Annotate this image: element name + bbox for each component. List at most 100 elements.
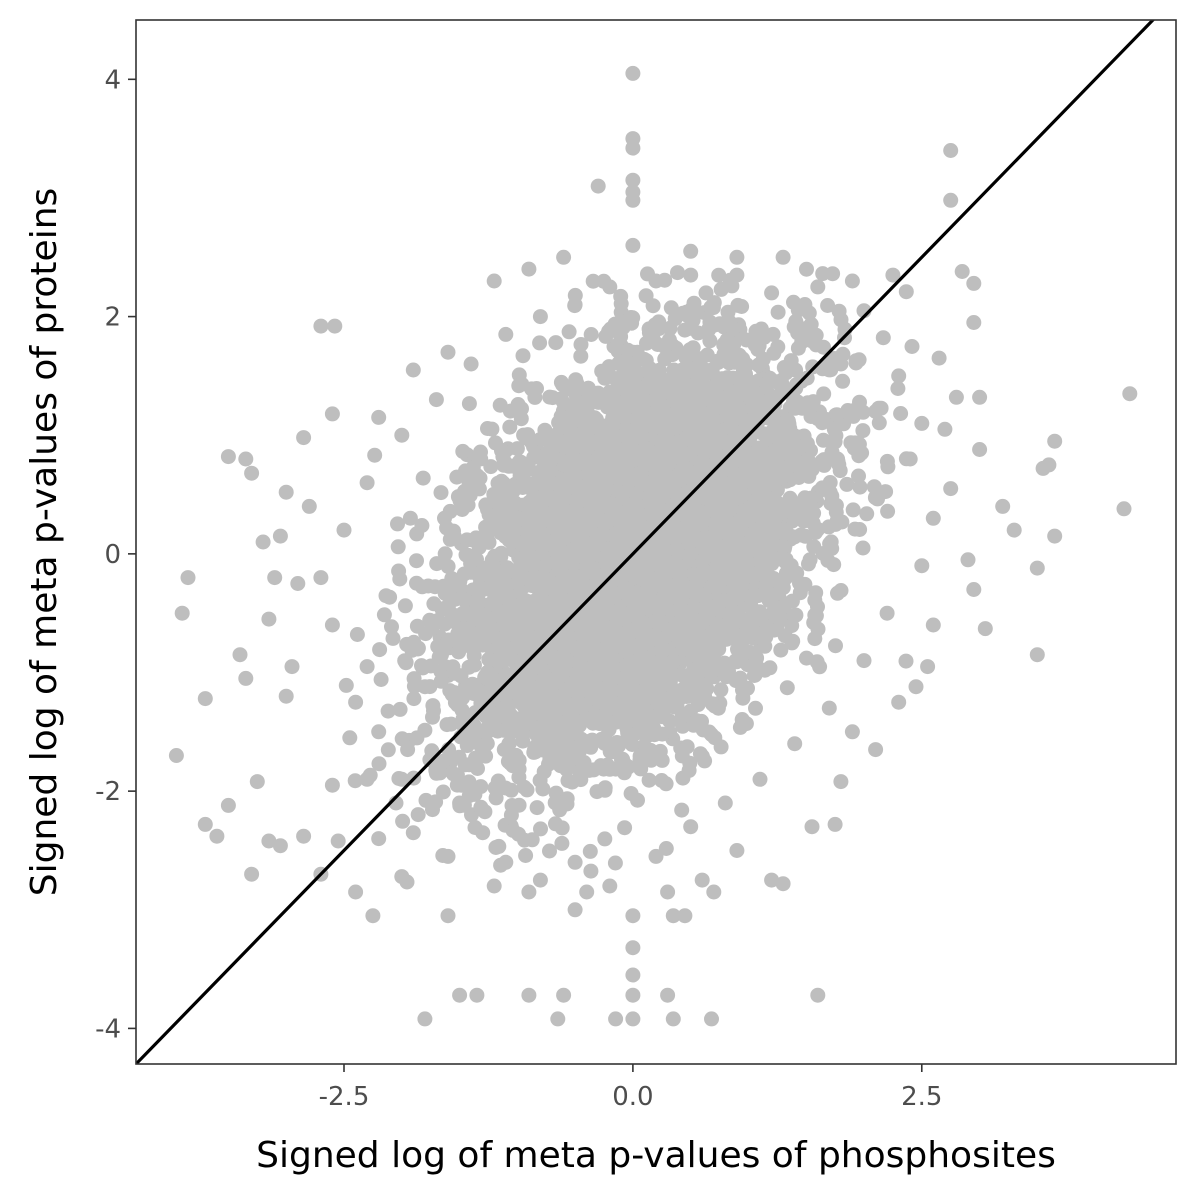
data-point — [746, 646, 761, 662]
data-point — [654, 726, 670, 742]
data-point — [427, 579, 443, 595]
data-point — [461, 396, 477, 412]
data-point — [554, 835, 570, 851]
data-point — [378, 588, 394, 604]
data-point — [620, 342, 636, 358]
data-point — [866, 479, 882, 495]
data-point — [904, 339, 920, 354]
data-point — [439, 717, 455, 733]
data-point — [392, 701, 408, 717]
data-point — [511, 378, 527, 394]
data-point — [415, 470, 431, 486]
data-point — [607, 855, 623, 871]
data-point — [518, 848, 534, 863]
data-point — [880, 503, 896, 519]
data-point — [704, 696, 720, 712]
data-point — [487, 780, 503, 796]
data-point — [779, 680, 795, 696]
data-point — [392, 571, 408, 587]
data-point — [645, 298, 661, 314]
data-point — [833, 583, 849, 598]
data-point — [599, 713, 615, 729]
data-point — [893, 406, 909, 421]
data-point — [422, 679, 438, 695]
data-point — [409, 575, 424, 591]
data-point — [583, 863, 599, 879]
data-point — [582, 710, 598, 726]
data-point — [505, 822, 521, 838]
data-point — [898, 653, 914, 669]
data-point — [529, 800, 545, 816]
data-point — [511, 797, 527, 813]
data-point — [784, 593, 800, 609]
data-point — [820, 298, 836, 313]
data-point — [473, 444, 488, 460]
data-point — [748, 700, 763, 716]
data-point — [615, 751, 631, 767]
data-point — [617, 820, 633, 836]
data-point — [643, 681, 659, 697]
data-point — [435, 784, 451, 800]
data-point — [788, 607, 804, 623]
data-point — [799, 261, 814, 277]
data-point — [559, 761, 575, 777]
data-point — [390, 539, 406, 555]
data-point — [613, 329, 629, 345]
data-point — [633, 761, 649, 777]
data-point — [371, 756, 387, 772]
data-point — [686, 295, 702, 311]
data-point — [852, 479, 868, 495]
data-point — [444, 686, 460, 702]
data-point — [611, 355, 627, 371]
data-point — [429, 556, 445, 572]
data-point — [770, 339, 786, 355]
data-point — [373, 672, 389, 687]
data-point — [438, 637, 454, 652]
data-point — [806, 539, 822, 555]
data-point — [746, 668, 762, 683]
data-point — [898, 284, 914, 300]
data-point — [801, 556, 816, 572]
data-point — [418, 792, 434, 808]
data-point — [890, 381, 906, 396]
data-point — [493, 545, 509, 561]
data-point — [380, 742, 396, 758]
data-point — [623, 310, 639, 325]
data-point — [783, 558, 799, 573]
data-point — [473, 799, 489, 815]
data-point — [816, 386, 832, 402]
data-point — [519, 782, 535, 798]
data-point — [583, 327, 599, 342]
data-point — [440, 558, 456, 574]
data-point — [390, 516, 405, 532]
data-points — [168, 65, 1138, 1027]
data-point — [641, 772, 657, 788]
data-point — [670, 265, 685, 281]
data-point — [573, 337, 589, 352]
data-point — [542, 843, 557, 859]
data-point — [828, 638, 843, 654]
data-point — [537, 422, 553, 438]
data-point — [835, 373, 851, 389]
data-point — [658, 841, 674, 856]
data-point — [380, 703, 396, 719]
data-point — [449, 777, 465, 793]
data-point — [397, 598, 413, 614]
data-point — [820, 553, 836, 568]
data-point — [573, 348, 589, 364]
data-point — [338, 677, 354, 693]
data-point — [730, 633, 746, 649]
data-point — [816, 457, 832, 473]
data-point — [845, 502, 861, 518]
data-point — [430, 612, 446, 628]
data-point — [839, 476, 855, 492]
data-point — [559, 791, 575, 807]
data-point — [851, 468, 866, 484]
data-point — [437, 546, 453, 562]
data-point — [639, 335, 654, 351]
data-point — [831, 303, 847, 319]
data-point — [662, 713, 678, 729]
data-point — [488, 840, 504, 855]
data-point — [409, 730, 425, 746]
